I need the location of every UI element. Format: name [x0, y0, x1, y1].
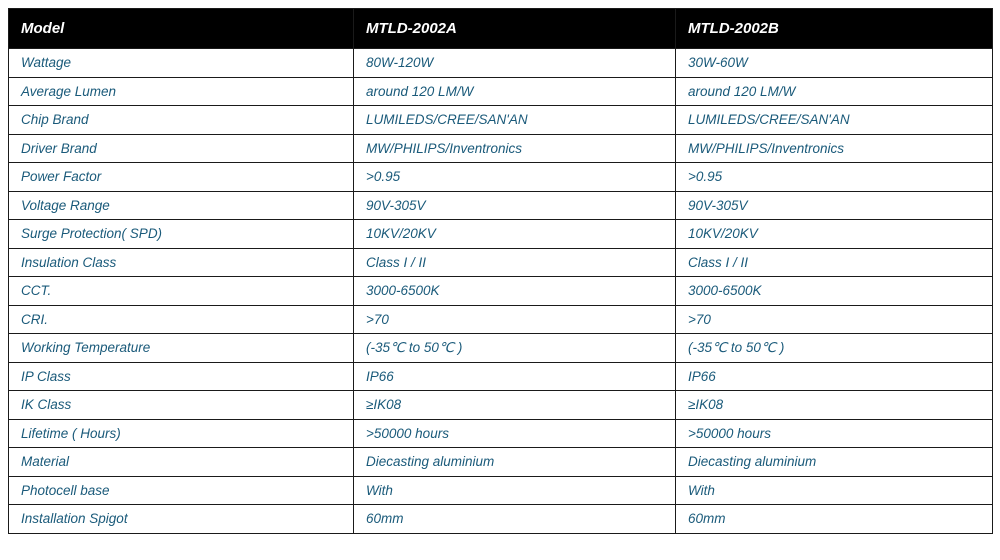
spec-value-b: MW/PHILIPS/Inventronics [676, 134, 993, 163]
spec-value-b: LUMILEDS/CREE/SAN'AN [676, 106, 993, 135]
spec-value-a: Diecasting aluminium [354, 448, 676, 477]
header-model: Model [9, 9, 354, 49]
table-row: Chip BrandLUMILEDS/CREE/SAN'ANLUMILEDS/C… [9, 106, 993, 135]
spec-value-a: 60mm [354, 505, 676, 534]
spec-table: Model MTLD-2002A MTLD-2002B Wattage80W-1… [8, 8, 993, 534]
table-row: Power Factor>0.95>0.95 [9, 163, 993, 192]
spec-value-a: >70 [354, 305, 676, 334]
spec-value-b: (-35℃ to 50℃ ) [676, 334, 993, 363]
spec-name: IP Class [9, 362, 354, 391]
table-row: Insulation ClassClass I / IIClass I / II [9, 248, 993, 277]
spec-value-a: IP66 [354, 362, 676, 391]
spec-value-b: >0.95 [676, 163, 993, 192]
spec-value-b: 10KV/20KV [676, 220, 993, 249]
spec-value-a: MW/PHILIPS/Inventronics [354, 134, 676, 163]
spec-name: Material [9, 448, 354, 477]
table-row: Photocell baseWithWith [9, 476, 993, 505]
spec-value-a: (-35℃ to 50℃ ) [354, 334, 676, 363]
table-body: Wattage80W-120W30W-60W Average Lumenarou… [9, 49, 993, 534]
spec-name: Installation Spigot [9, 505, 354, 534]
header-col-b: MTLD-2002B [676, 9, 993, 49]
spec-name: Insulation Class [9, 248, 354, 277]
spec-value-a: 10KV/20KV [354, 220, 676, 249]
header-col-a: MTLD-2002A [354, 9, 676, 49]
spec-name: Lifetime ( Hours) [9, 419, 354, 448]
table-row: Wattage80W-120W30W-60W [9, 49, 993, 78]
spec-value-a: >0.95 [354, 163, 676, 192]
spec-name: CRI. [9, 305, 354, 334]
spec-name: Power Factor [9, 163, 354, 192]
table-row: Driver BrandMW/PHILIPS/InventronicsMW/PH… [9, 134, 993, 163]
spec-value-b: 3000-6500K [676, 277, 993, 306]
spec-value-b: 30W-60W [676, 49, 993, 78]
spec-value-a: around 120 LM/W [354, 77, 676, 106]
spec-value-b: >50000 hours [676, 419, 993, 448]
spec-value-a: Class I / II [354, 248, 676, 277]
table-header-row: Model MTLD-2002A MTLD-2002B [9, 9, 993, 49]
spec-value-b: Class I / II [676, 248, 993, 277]
spec-value-a: 3000-6500K [354, 277, 676, 306]
spec-value-b: >70 [676, 305, 993, 334]
table-row: IK Class≥IK08≥IK08 [9, 391, 993, 420]
spec-value-b: With [676, 476, 993, 505]
spec-value-a: >50000 hours [354, 419, 676, 448]
spec-value-b: 90V-305V [676, 191, 993, 220]
table-row: Installation Spigot60mm60mm [9, 505, 993, 534]
spec-value-b: Diecasting aluminium [676, 448, 993, 477]
spec-name: Photocell base [9, 476, 354, 505]
spec-value-a: LUMILEDS/CREE/SAN'AN [354, 106, 676, 135]
spec-name: Surge Protection( SPD) [9, 220, 354, 249]
spec-name: Driver Brand [9, 134, 354, 163]
table-row: MaterialDiecasting aluminiumDiecasting a… [9, 448, 993, 477]
spec-name: Voltage Range [9, 191, 354, 220]
table-row: Voltage Range90V-305V90V-305V [9, 191, 993, 220]
spec-value-b: around 120 LM/W [676, 77, 993, 106]
table-row: Surge Protection( SPD)10KV/20KV10KV/20KV [9, 220, 993, 249]
spec-value-a: With [354, 476, 676, 505]
spec-name: Working Temperature [9, 334, 354, 363]
spec-value-b: ≥IK08 [676, 391, 993, 420]
spec-value-a: 90V-305V [354, 191, 676, 220]
spec-value-a: ≥IK08 [354, 391, 676, 420]
table-row: CRI.>70>70 [9, 305, 993, 334]
spec-name: IK Class [9, 391, 354, 420]
spec-name: Wattage [9, 49, 354, 78]
spec-value-a: 80W-120W [354, 49, 676, 78]
table-row: Lifetime ( Hours)>50000 hours>50000 hour… [9, 419, 993, 448]
table-row: CCT.3000-6500K3000-6500K [9, 277, 993, 306]
spec-name: CCT. [9, 277, 354, 306]
spec-name: Chip Brand [9, 106, 354, 135]
table-row: IP ClassIP66IP66 [9, 362, 993, 391]
spec-value-b: IP66 [676, 362, 993, 391]
table-row: Average Lumenaround 120 LM/Waround 120 L… [9, 77, 993, 106]
spec-name: Average Lumen [9, 77, 354, 106]
spec-value-b: 60mm [676, 505, 993, 534]
table-row: Working Temperature(-35℃ to 50℃ )(-35℃ t… [9, 334, 993, 363]
